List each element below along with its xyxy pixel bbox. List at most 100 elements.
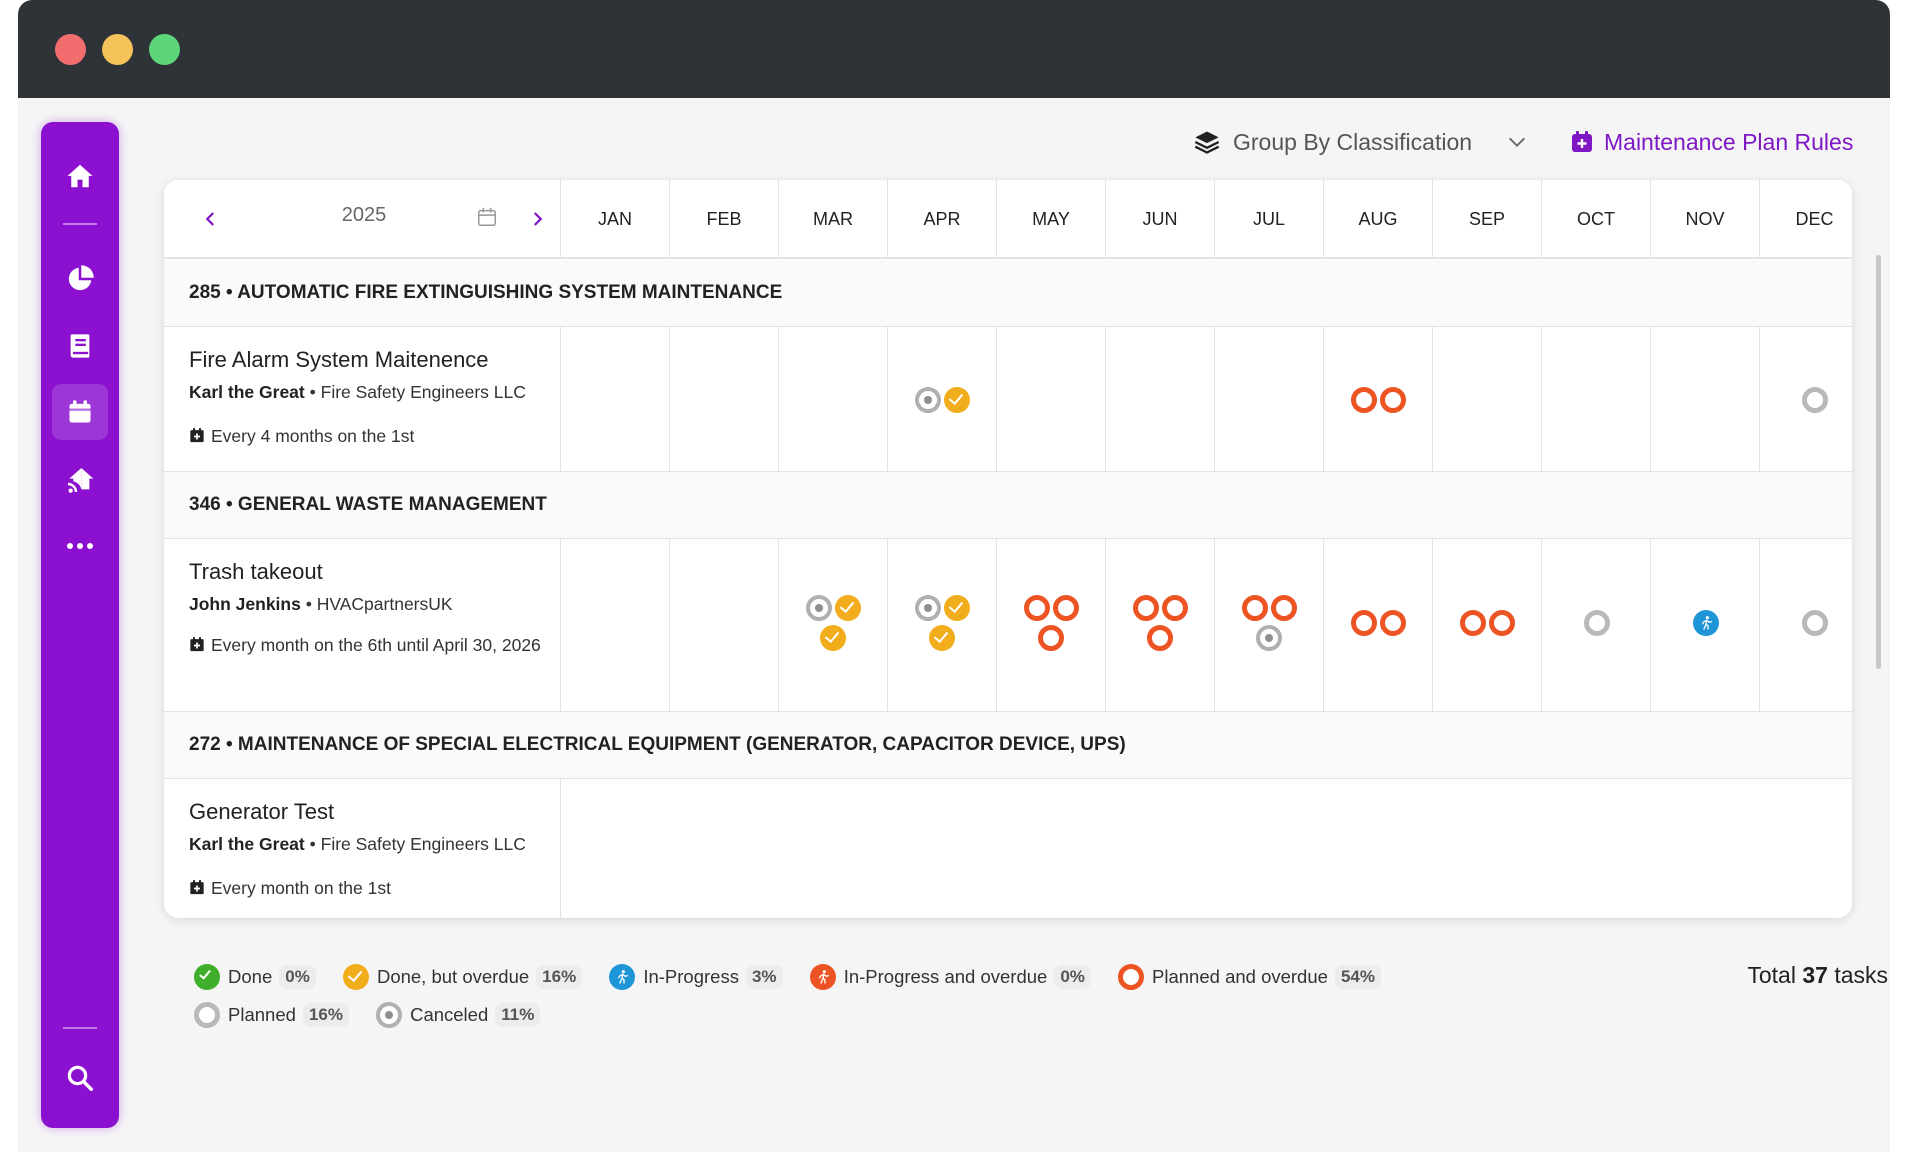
calendar-plus-icon — [1572, 131, 1592, 152]
company-name: HVACpartnersUK — [316, 594, 453, 614]
group-header[interactable]: 272 • MAINTENANCE OF SPECIAL ELECTRICAL … — [164, 712, 1852, 779]
month-header-sep: SEP — [1433, 180, 1542, 259]
month-cell[interactable] — [1324, 327, 1433, 471]
month-cell[interactable] — [1433, 327, 1542, 471]
planned-overdue-marker[interactable] — [1038, 625, 1064, 651]
canceled-marker[interactable] — [915, 387, 941, 413]
canceled-marker[interactable] — [915, 595, 941, 621]
month-cell[interactable] — [1760, 539, 1852, 711]
month-cell[interactable] — [1215, 539, 1324, 711]
analytics-pie-icon[interactable] — [41, 251, 119, 307]
assets-home-signal-icon[interactable] — [41, 452, 119, 508]
next-year-button[interactable] — [520, 202, 554, 236]
planned-overdue-marker[interactable] — [1380, 610, 1406, 636]
canceled-marker[interactable] — [806, 595, 832, 621]
legend-percent: 0% — [279, 965, 316, 989]
canceled-marker[interactable] — [1256, 625, 1282, 651]
month-header-jul: JUL — [1215, 180, 1324, 259]
planned-overdue-marker[interactable] — [1351, 610, 1377, 636]
planned-overdue-marker[interactable] — [1242, 595, 1268, 621]
title-bar — [18, 0, 1890, 98]
month-cell[interactable] — [1106, 539, 1215, 711]
month-header-oct: OCT — [1542, 180, 1651, 259]
task-assignee: Karl the Great • Fire Safety Engineers L… — [189, 834, 526, 855]
documents-book-icon[interactable] — [41, 318, 119, 374]
planned-overdue-marker[interactable] — [1133, 595, 1159, 621]
planned-icon — [194, 1002, 220, 1028]
planned-overdue-marker[interactable] — [1489, 610, 1515, 636]
planned-overdue-marker[interactable] — [1351, 387, 1377, 413]
sidebar-divider — [63, 1027, 97, 1029]
done-overdue-marker[interactable] — [835, 595, 861, 621]
month-cell[interactable] — [997, 327, 1106, 471]
planned-overdue-marker[interactable] — [1147, 625, 1173, 651]
done-overdue-marker[interactable] — [944, 387, 970, 413]
group-by-dropdown[interactable]: Group By Classification — [1193, 120, 1528, 164]
month-cell[interactable] — [670, 539, 779, 711]
month-cell[interactable] — [1651, 539, 1760, 711]
group-header[interactable]: 346 • GENERAL WASTE MANAGEMENT — [164, 472, 1852, 539]
group-header[interactable]: 285 • AUTOMATIC FIRE EXTINGUISHING SYSTE… — [164, 260, 1852, 327]
planned-marker[interactable] — [1802, 387, 1828, 413]
planned-overdue-marker[interactable] — [1271, 595, 1297, 621]
legend-percent: 54% — [1334, 965, 1381, 989]
task-name[interactable]: Generator Test — [189, 799, 335, 824]
maintenance-plan-rules-label: Maintenance Plan Rules — [1604, 128, 1854, 155]
task-row[interactable]: Trash takeout John Jenkins • HVACpartner… — [164, 539, 1852, 712]
month-cell[interactable] — [670, 327, 779, 471]
total-prefix: Total — [1747, 962, 1796, 988]
month-cell[interactable] — [779, 539, 888, 711]
close-window-button[interactable] — [55, 34, 86, 65]
vertical-scrollbar[interactable] — [1876, 255, 1881, 669]
month-cell[interactable] — [561, 539, 670, 711]
planned-marker[interactable] — [1584, 610, 1610, 636]
year-label: 2025 — [341, 204, 387, 226]
month-cell[interactable] — [888, 327, 997, 471]
planned-overdue-marker[interactable] — [1053, 595, 1079, 621]
month-cell[interactable] — [997, 539, 1106, 711]
minimize-window-button[interactable] — [102, 34, 133, 65]
year-picker-calendar-icon[interactable] — [476, 206, 498, 233]
sidebar-divider — [63, 223, 97, 225]
previous-year-button[interactable] — [194, 202, 228, 236]
legend-percent: 0% — [1054, 965, 1091, 989]
task-name[interactable]: Fire Alarm System Maitenence — [189, 347, 489, 372]
done-overdue-marker[interactable] — [944, 595, 970, 621]
calendar-icon[interactable] — [52, 384, 108, 440]
task-info: Generator Test Karl the Great • Fire Saf… — [164, 779, 561, 918]
month-cell[interactable] — [1106, 327, 1215, 471]
task-name[interactable]: Trash takeout — [189, 559, 323, 584]
month-cell[interactable] — [888, 539, 997, 711]
month-cell[interactable] — [1651, 327, 1760, 471]
task-row[interactable]: Generator Test Karl the Great • Fire Saf… — [164, 779, 1852, 918]
legend-item-in-progress: In-Progress 3% — [609, 958, 783, 996]
company-name: Fire Safety Engineers LLC — [320, 834, 526, 854]
done-overdue-marker[interactable] — [820, 625, 846, 651]
month-cell[interactable] — [1542, 539, 1651, 711]
month-cell[interactable] — [1324, 539, 1433, 711]
in-progress-marker[interactable] — [1693, 610, 1719, 636]
legend-label: Done — [228, 966, 273, 987]
search-icon[interactable] — [41, 1050, 119, 1106]
planned-marker[interactable] — [1802, 610, 1828, 636]
maximize-window-button[interactable] — [149, 34, 180, 65]
legend-label: Done, but overdue — [376, 966, 530, 987]
task-row[interactable]: Fire Alarm System Maitenence Karl the Gr… — [164, 327, 1852, 472]
month-cell[interactable] — [561, 327, 670, 471]
done-overdue-marker[interactable] — [929, 625, 955, 651]
month-header-may: MAY — [997, 180, 1106, 259]
maintenance-plan-rules-link[interactable]: Maintenance Plan Rules — [1570, 120, 1853, 164]
planned-overdue-marker[interactable] — [1460, 610, 1486, 636]
month-cell[interactable] — [1542, 327, 1651, 471]
home-icon[interactable] — [41, 148, 119, 204]
month-header-mar: MAR — [779, 180, 888, 259]
done-overdue-icon — [342, 964, 369, 990]
month-cell[interactable] — [779, 327, 888, 471]
month-cell[interactable] — [1433, 539, 1542, 711]
planned-overdue-marker[interactable] — [1380, 387, 1406, 413]
planned-overdue-marker[interactable] — [1024, 595, 1050, 621]
more-icon[interactable] — [41, 518, 119, 574]
planned-overdue-marker[interactable] — [1162, 595, 1188, 621]
month-cell[interactable] — [1760, 327, 1852, 471]
month-cell[interactable] — [1215, 327, 1324, 471]
